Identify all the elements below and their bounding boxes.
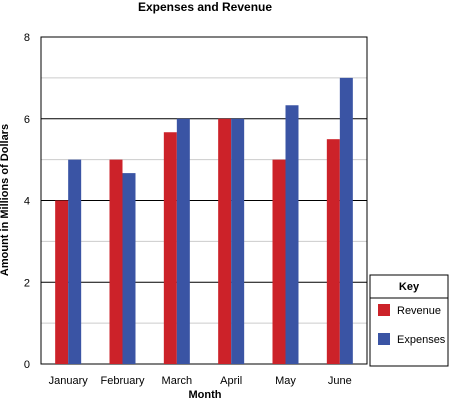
x-tick-labels: January February March April May June: [49, 375, 352, 387]
bar-expenses-june: [339, 77, 353, 364]
bar-expenses-february: [122, 173, 136, 364]
y-tick-label: 8: [24, 32, 30, 44]
bar-revenue-april: [218, 118, 232, 364]
y-tick-labels: 0 2 4 6 8: [24, 32, 30, 371]
x-axis-title: Month: [189, 389, 222, 401]
bar-expenses-march: [176, 118, 190, 364]
gridlines: [41, 77, 367, 324]
bar-revenue-february: [109, 159, 123, 364]
legend-title: Key: [399, 281, 420, 293]
bar-revenue-january: [55, 200, 69, 364]
legend-label-expenses: Expenses: [397, 334, 446, 346]
legend-label-revenue: Revenue: [397, 305, 441, 317]
legend: Key Revenue Expenses: [369, 274, 449, 367]
x-tick-label: February: [100, 375, 145, 387]
bar-expenses-may: [285, 105, 299, 364]
bar-revenue-may: [272, 159, 286, 364]
y-tick-label: 6: [24, 114, 30, 126]
x-tick-label: March: [162, 375, 193, 387]
y-tick-label: 0: [24, 359, 30, 371]
x-tick-label: January: [49, 375, 89, 387]
y-tick-label: 2: [24, 277, 30, 289]
bar-revenue-march: [163, 132, 177, 364]
bar-expenses-january: [68, 159, 82, 364]
bar-expenses-april: [231, 118, 245, 364]
x-tick-label: June: [328, 375, 352, 387]
chart-title: Expenses and Revenue: [138, 0, 272, 14]
y-axis-title: Amount in Millions of Dollars: [0, 124, 11, 276]
plot-frame: [40, 36, 368, 365]
y-tick-label: 4: [24, 196, 30, 208]
bar-revenue-june: [326, 139, 340, 364]
legend-swatch-expenses: [378, 333, 390, 345]
x-tick-label: April: [220, 375, 242, 387]
legend-box: [369, 274, 449, 367]
legend-swatch-revenue: [378, 304, 390, 316]
x-tick-label: May: [275, 375, 296, 387]
bars: [55, 77, 353, 364]
